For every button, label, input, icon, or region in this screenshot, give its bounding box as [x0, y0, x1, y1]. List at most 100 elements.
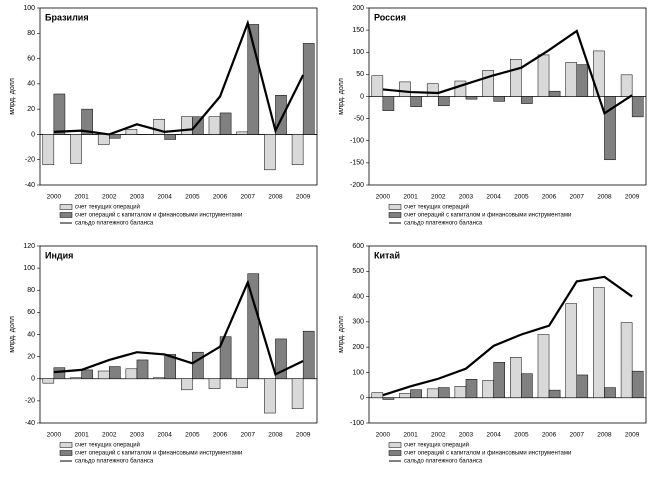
bar	[53, 367, 66, 379]
bar	[97, 370, 110, 380]
bar	[482, 70, 494, 97]
y-tick-label: 0	[31, 131, 35, 138]
x-tick-label: 2002	[431, 432, 446, 439]
legend-swatch	[388, 204, 402, 210]
legend-label: счет операций с капиталом и финансовыми …	[404, 450, 571, 457]
bar	[125, 368, 138, 380]
bar	[399, 81, 411, 97]
bar	[548, 90, 561, 97]
x-tick-label: 2003	[130, 194, 145, 201]
plot-area	[368, 245, 647, 424]
x-tick-label: 2001	[74, 194, 89, 201]
bar	[510, 357, 522, 398]
legend-label: счет операций с капиталом и финансовыми …	[404, 212, 571, 219]
bar	[382, 96, 395, 111]
legend-swatch	[388, 450, 402, 456]
y-tick-label: 300	[352, 319, 364, 326]
y-tick-label: 100	[23, 265, 35, 272]
bar	[521, 96, 533, 104]
bar	[275, 94, 287, 135]
x-tick-label: 2006	[213, 194, 228, 201]
x-tick-label: 2009	[625, 194, 640, 201]
bar	[604, 387, 616, 398]
y-tick-label: -50	[354, 115, 364, 122]
y-tick-label: 60	[27, 55, 35, 62]
y-tick-label: 40	[27, 81, 35, 88]
bar	[236, 131, 248, 135]
bar	[208, 116, 221, 135]
bar	[631, 370, 644, 398]
bar	[399, 393, 411, 398]
x-tick-label: 2009	[625, 432, 640, 439]
bar	[236, 378, 248, 388]
y-tick-label: 200	[352, 344, 364, 351]
y-tick-label: 0	[360, 93, 364, 100]
y-tick-label: 50	[356, 71, 364, 78]
bar	[604, 96, 616, 161]
x-tick-label: 2004	[486, 432, 501, 439]
panel-title: Бразилия	[45, 12, 89, 22]
y-tick-label: -150	[350, 160, 364, 167]
legend-label: счет операций с капиталом и финансовыми …	[75, 450, 242, 457]
bar	[576, 64, 589, 97]
x-tick-label: 2008	[597, 432, 612, 439]
bar	[537, 54, 550, 97]
x-tick-label: 2003	[459, 432, 474, 439]
x-tick-label: 2005	[185, 432, 200, 439]
x-tick-label: 2008	[268, 194, 283, 201]
legend-label: счет текущих операций	[404, 204, 469, 211]
x-tick-label: 2001	[403, 432, 418, 439]
bar	[81, 369, 93, 379]
bar	[631, 96, 644, 118]
bar	[97, 134, 110, 145]
bar	[42, 134, 55, 166]
legend-label: сальдо платежного баланса	[75, 221, 154, 227]
y-tick-label: -40	[25, 182, 35, 189]
bar	[548, 389, 561, 398]
bar	[410, 389, 422, 398]
bar	[275, 338, 287, 379]
y-tick-label: 0	[31, 376, 35, 383]
x-tick-label: 2005	[514, 194, 529, 201]
x-tick-label: 2000	[47, 194, 62, 201]
bar	[438, 387, 450, 398]
bar	[219, 336, 232, 379]
bar	[371, 75, 384, 97]
bar	[153, 119, 165, 135]
y-tick-label: 600	[352, 243, 364, 250]
legend-label: счет операций с капиталом и финансовыми …	[75, 212, 242, 219]
y-tick-label: 100	[352, 369, 364, 376]
bar	[426, 83, 439, 97]
y-tick-label: 80	[27, 30, 35, 37]
y-tick-label: -100	[350, 138, 364, 145]
bar	[125, 129, 138, 135]
y-tick-label: -40	[25, 420, 35, 427]
y-axis-label: млрд. долл	[338, 316, 345, 353]
bar	[302, 43, 315, 135]
panel-title: Китай	[374, 250, 400, 260]
bar	[208, 378, 221, 389]
bar	[136, 359, 149, 380]
bar	[576, 374, 589, 398]
bar	[493, 96, 505, 102]
x-tick-label: 2003	[459, 194, 474, 201]
bar	[620, 74, 633, 97]
bar	[70, 134, 82, 164]
balance-line	[382, 29, 633, 116]
legend-label: счет текущих операций	[75, 442, 140, 449]
legend-label: сальдо платежного баланса	[75, 459, 154, 465]
x-tick-label: 2004	[486, 194, 501, 201]
y-tick-label: 100	[23, 5, 35, 12]
y-tick-label: 500	[352, 268, 364, 275]
bar	[593, 287, 605, 398]
y-tick-label: 0	[360, 395, 364, 402]
bar	[164, 134, 176, 140]
x-tick-label: 2002	[102, 194, 117, 201]
bar	[620, 322, 633, 398]
x-tick-label: 2006	[213, 432, 228, 439]
y-axis-label: млрд. долл	[338, 78, 345, 115]
bar	[247, 273, 260, 379]
x-tick-label: 2008	[597, 194, 612, 201]
bar	[70, 377, 82, 379]
